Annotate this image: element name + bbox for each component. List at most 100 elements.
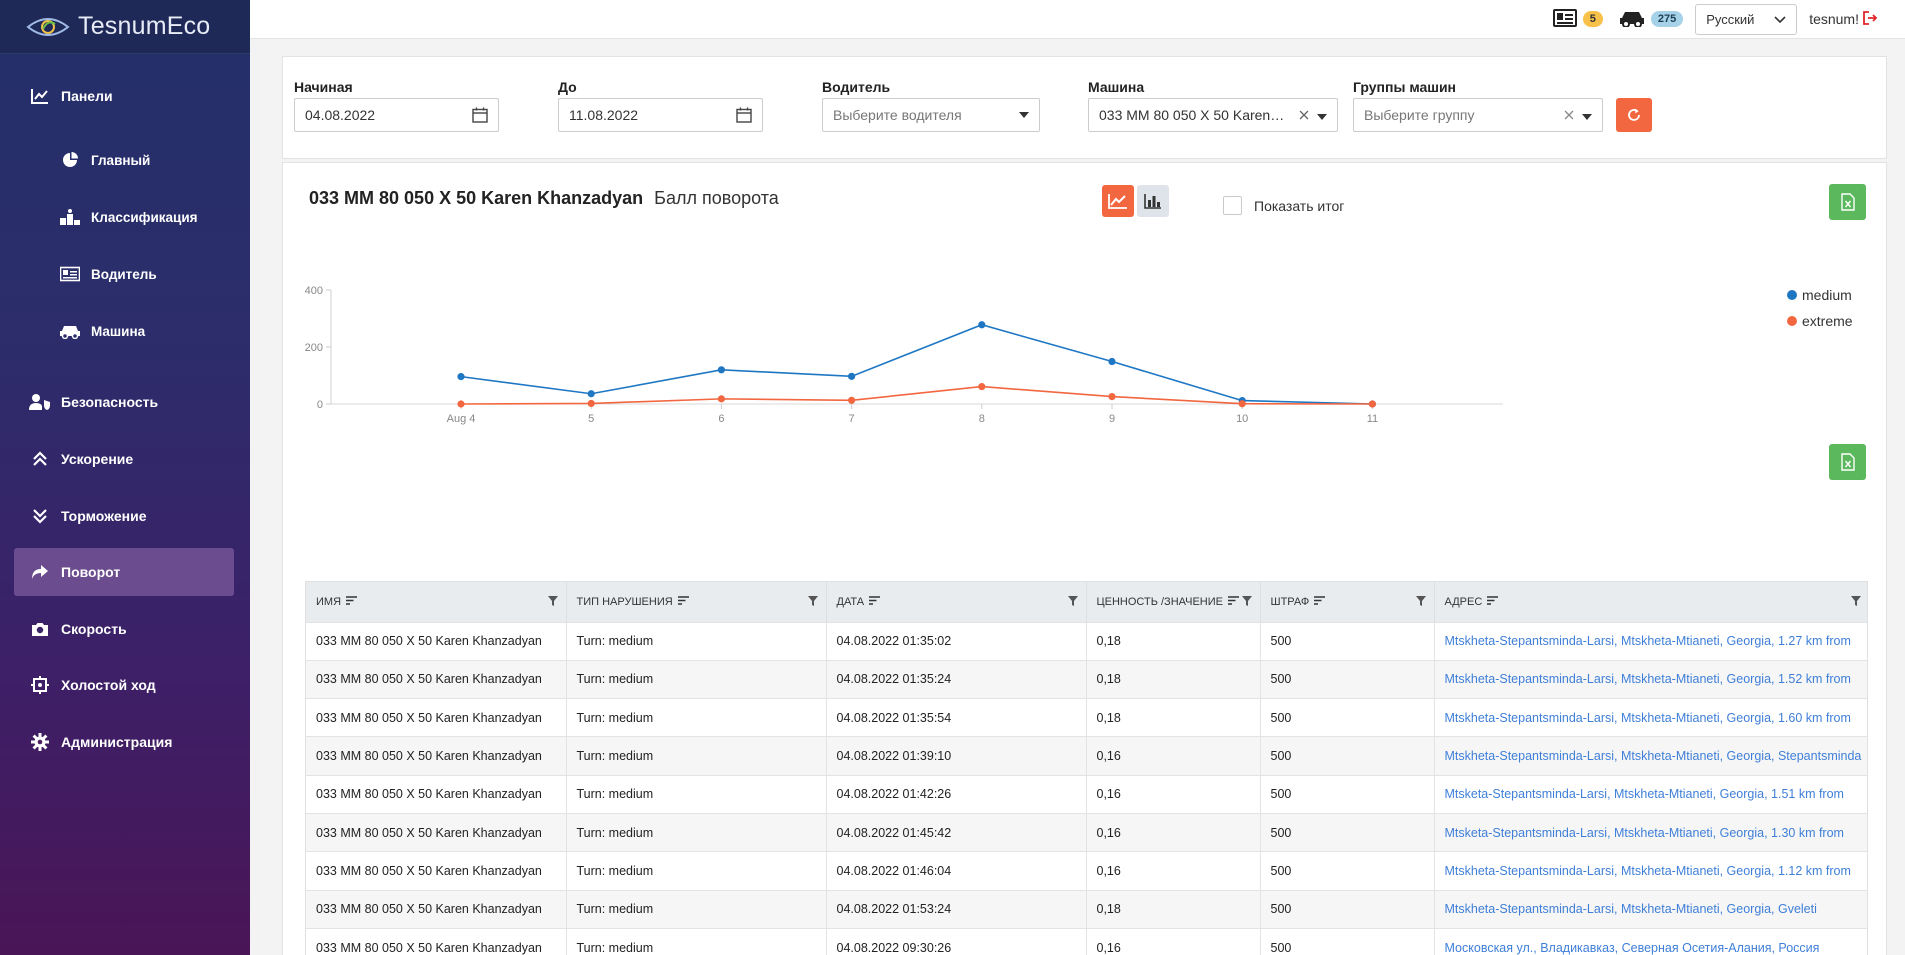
refresh-button[interactable] [1616,98,1652,132]
table-row[interactable]: 033 MM 80 050 X 50 Karen Khanzadyan Turn:… [306,851,1867,891]
filter-icon[interactable] [1850,596,1861,609]
export-chart-excel-button[interactable] [1829,184,1866,220]
filter-icon[interactable] [1415,596,1426,609]
sort-icon[interactable] [677,596,689,608]
y-tick-label: 0 [317,399,323,411]
cell-address[interactable]: Mtsketa-Stepantsminda-Larsi, Mtskheta-Mt… [1434,812,1867,852]
cell-address[interactable]: Mtskheta-Stepantsminda-Larsi, Mtskheta-M… [1434,889,1867,929]
logout-icon[interactable] [1863,10,1878,28]
data-point-medium [848,372,856,380]
user-menu[interactable]: tesnum! [1809,10,1878,28]
legend-item-medium[interactable]: medium [1787,287,1852,303]
column-header-value[interactable]: Ценность /Значение [1086,582,1261,622]
car-select[interactable]: 033 MM 80 050 X 50 Karen… [1088,98,1338,132]
clear-icon[interactable] [1564,107,1574,123]
bar-chart-toggle-button[interactable] [1137,185,1169,217]
driver-select[interactable]: Выберите водителя [822,98,1040,132]
app-logo[interactable]: TesnumEco [0,0,250,54]
filter-icon[interactable] [1067,596,1078,609]
column-header-violation-type[interactable]: Тип нарушения [566,582,827,622]
table-row[interactable]: 033 MM 80 050 X 50 Karen Khanzadyan Turn:… [306,659,1867,699]
cell-fine: 500 [1260,736,1435,776]
cell-address[interactable]: Mtskheta-Stepantsminda-Larsi, Mtskheta-M… [1434,621,1867,661]
x-tick-label: 5 [588,413,594,425]
excel-file-icon [1840,193,1855,211]
filter-icon[interactable] [807,596,818,609]
language-value: Русский [1706,11,1755,27]
filter-panel: Начиная 04.08.2022 До 11.08.2022 Водител… [282,56,1887,159]
language-select[interactable]: Русский [1695,3,1798,35]
column-header-address[interactable]: Адрес [1434,582,1867,622]
car-icon[interactable] [1619,9,1645,30]
sort-icon[interactable] [1487,596,1499,608]
cell-address[interactable]: Mtskheta-Stepantsminda-Larsi, Mtskheta-M… [1434,659,1867,699]
cell-address[interactable]: Mtskheta-Stepantsminda-Larsi, Mtskheta-M… [1434,851,1867,891]
drivers-count-badge: 5 [1582,11,1603,27]
column-header-fine[interactable]: Штраф [1260,582,1435,622]
sidebar-item-braking[interactable]: Торможение [14,492,234,540]
sidebar-item-turn[interactable]: Поворот [14,548,234,596]
user-shield-icon [29,391,51,413]
chevron-down-icon [1774,12,1786,27]
export-table-excel-button[interactable] [1829,444,1866,480]
sidebar-item-car[interactable]: Машина [44,307,234,355]
id-card-icon [59,263,81,285]
car-groups-select[interactable]: Выберите группу [1353,98,1603,132]
metric-title: Балл поворота [654,188,779,208]
cell-date: 04.08.2022 01:35:54 [826,698,1087,737]
sidebar-item-label: Администрация [61,734,173,750]
column-header-name[interactable]: Имя [306,582,567,622]
cell-address[interactable]: Mtskheta-Stepantsminda-Larsi, Mtskheta-M… [1434,736,1867,776]
cell-value: 0,16 [1086,736,1261,776]
sidebar-item-main[interactable]: Главный [44,136,234,184]
table-row[interactable]: 033 MM 80 050 X 50 Karen Khanzadyan Turn:… [306,927,1867,955]
sidebar-item-label: Холостой ход [61,677,156,693]
sort-icon[interactable] [1314,596,1326,608]
cell-address[interactable]: Mtsketa-Stepantsminda-Larsi, Mtskheta-Mt… [1434,774,1867,814]
table-row[interactable]: 033 MM 80 050 X 50 Karen Khanzadyan Turn:… [306,621,1867,661]
data-point-medium [978,321,986,329]
legend-label: medium [1802,287,1852,303]
sidebar-item-speed[interactable]: Скорость [14,605,234,653]
end-date-value: 11.08.2022 [569,107,639,123]
filter-icon[interactable] [1241,596,1252,609]
sort-icon[interactable] [869,596,881,608]
sidebar-item-idle[interactable]: Холостой ход [14,661,234,709]
table-row[interactable]: 033 MM 80 050 X 50 Karen Khanzadyan Turn:… [306,889,1867,929]
filter-icon[interactable] [547,596,558,609]
cars-count-badge: 275 [1650,11,1684,27]
table-header-row: Имя Тип нарушения Дата Ценность /Значение Шт… [306,582,1867,622]
legend-dot [1787,316,1797,326]
show-total-toggle[interactable]: Показать итог [1223,196,1344,215]
sidebar-item-admin[interactable]: Администрация [14,718,234,766]
sidebar-item-driver[interactable]: Водитель [44,250,234,298]
column-header-date[interactable]: Дата [826,582,1087,622]
data-point-extreme [1108,392,1116,401]
y-tick-label: 400 [305,285,323,297]
cell-date: 04.08.2022 09:30:26 [826,927,1087,955]
start-date-input[interactable]: 04.08.2022 [294,98,499,132]
calendar-icon[interactable] [736,107,752,123]
legend-item-extreme[interactable]: extreme [1787,313,1853,329]
table-row[interactable]: 033 MM 80 050 X 50 Karen Khanzadyan Turn:… [306,736,1867,776]
line-chart-toggle-button[interactable] [1102,185,1134,217]
driver-card-icon[interactable] [1552,8,1577,30]
sidebar-item-panels[interactable]: Панели [14,72,234,120]
end-date-input[interactable]: 11.08.2022 [558,98,763,132]
sidebar-item-security[interactable]: Безопасность [14,378,234,426]
sidebar-item-classification[interactable]: Классификация [44,193,234,241]
table-row[interactable]: 033 MM 80 050 X 50 Karen Khanzadyan Turn:… [306,774,1867,814]
sort-icon[interactable] [346,596,358,608]
show-total-label: Показать итог [1254,197,1345,214]
sidebar-item-acceleration[interactable]: Ускорение [14,435,234,483]
table-row[interactable]: 033 MM 80 050 X 50 Karen Khanzadyan Turn:… [306,812,1867,852]
series-line-medium [460,323,1373,405]
clear-icon[interactable] [1299,107,1309,123]
show-total-checkbox[interactable] [1223,196,1242,215]
cell-address[interactable]: Московская ул., Владикавказ, Северная Ос… [1434,927,1867,955]
cell-address[interactable]: Mtskheta-Stepantsminda-Larsi, Mtskheta-M… [1434,698,1867,737]
calendar-icon[interactable] [472,107,488,123]
table-row[interactable]: 033 MM 80 050 X 50 Karen Khanzadyan Turn:… [306,698,1867,737]
sort-icon[interactable] [1227,596,1239,608]
idle-icon [29,674,51,696]
